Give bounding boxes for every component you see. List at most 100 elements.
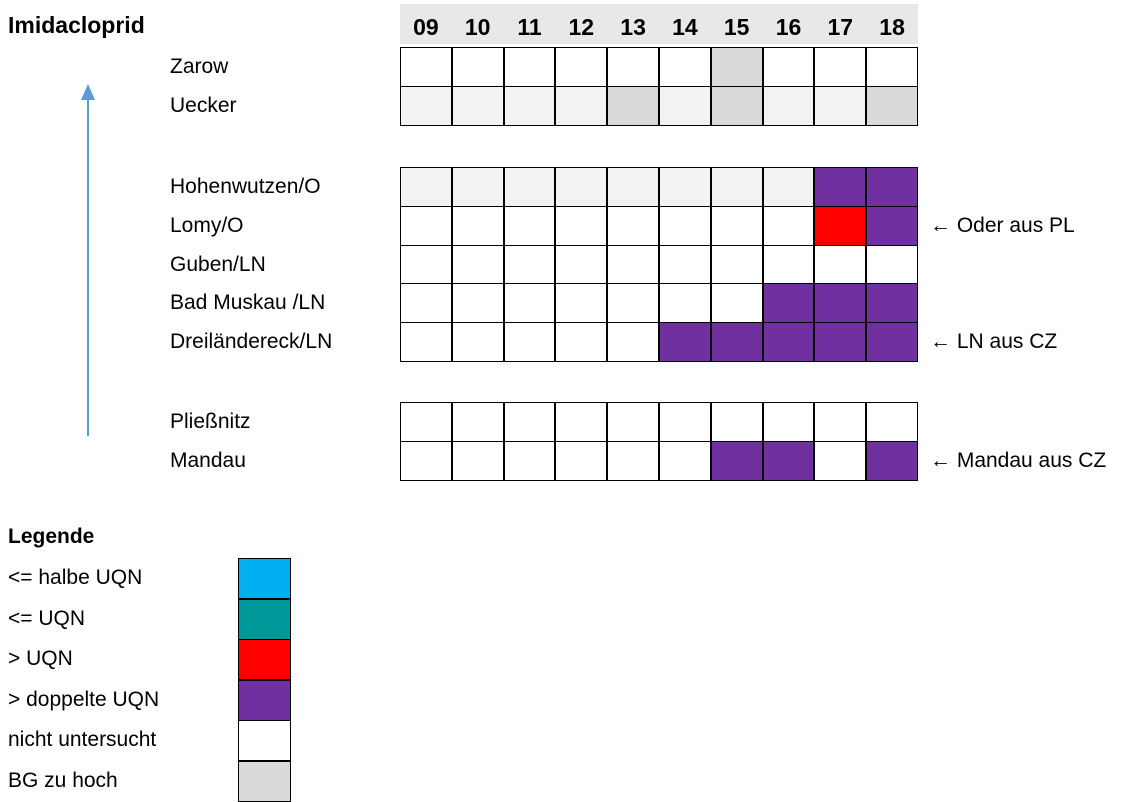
station-label: Hohenwutzen/O [170, 175, 321, 198]
data-cell-14 [659, 244, 711, 285]
station-label: Uecker [170, 93, 237, 117]
legend-label: > UQN [8, 647, 73, 670]
data-cell-16 [762, 402, 815, 442]
data-cell-17 [814, 283, 867, 324]
year-header: 09 10 11 12 13 14 15 16 17 18 [400, 4, 918, 44]
data-cell-14 [659, 205, 711, 246]
data-cell-11 [503, 440, 556, 481]
station-label: Mandau [170, 448, 246, 472]
data-cell-15 [710, 322, 763, 363]
data-cell-12 [555, 283, 608, 324]
data-cell-17 [814, 85, 867, 126]
data-cell-09 [400, 283, 452, 324]
data-cell-15 [710, 440, 763, 481]
data-cell-11 [503, 402, 556, 442]
data-cell-10 [451, 47, 504, 87]
data-cell-15 [710, 167, 763, 207]
data-cell-15 [710, 85, 763, 126]
data-cell-16 [762, 322, 815, 363]
row-annotation: ← Oder aus PL [930, 213, 1075, 237]
data-cell-09 [400, 322, 452, 363]
data-cell-17 [814, 47, 867, 87]
data-cell-12 [555, 402, 608, 442]
data-cell-17 [814, 322, 867, 363]
data-cell-15 [710, 283, 763, 324]
data-cell-14 [659, 440, 711, 481]
data-cell-16 [762, 167, 815, 207]
station-label: Pließnitz [170, 410, 251, 433]
data-cell-13 [607, 167, 659, 207]
data-cell-18 [866, 85, 918, 126]
data-cell-18 [866, 283, 918, 324]
data-cell-12 [555, 167, 608, 207]
legend-label: nicht untersucht [8, 728, 157, 751]
year-label-10: 10 [464, 14, 491, 40]
data-cell-11 [503, 322, 556, 363]
data-cell-10 [451, 440, 504, 481]
data-cell-13 [607, 47, 659, 87]
data-cell-15 [710, 402, 763, 442]
data-cell-17 [814, 167, 867, 207]
year-label-18: 18 [879, 14, 905, 40]
station-label: Bad Muskau /LN [170, 291, 326, 315]
year-label-15: 15 [723, 14, 750, 40]
data-cell-10 [451, 402, 504, 442]
station-label: Dreiländereck/LN [170, 330, 333, 354]
station-label: Lomy/O [170, 213, 244, 237]
data-cell-16 [762, 47, 815, 87]
legend-label: BG zu hoch [8, 768, 118, 792]
legend-swatch [238, 760, 291, 802]
data-cell-09 [400, 402, 452, 442]
data-cell-14 [659, 47, 711, 87]
data-cell-15 [710, 244, 763, 285]
data-cell-11 [503, 283, 556, 324]
legend-label: > doppelte UQN [8, 687, 160, 711]
year-label-11: 11 [517, 14, 542, 40]
row-annotation: ← LN aus CZ [930, 330, 1058, 354]
data-cell-11 [503, 85, 556, 126]
data-cell-16 [762, 283, 815, 324]
data-cell-12 [555, 244, 608, 285]
data-cell-10 [451, 205, 504, 246]
legend-label: <= UQN [8, 606, 86, 630]
data-cell-12 [555, 85, 608, 126]
data-cell-16 [762, 85, 815, 126]
year-label-09: 09 [413, 14, 439, 40]
data-cell-12 [555, 322, 608, 363]
legend-swatch [238, 558, 291, 599]
data-cell-17 [814, 440, 867, 481]
data-cell-17 [814, 205, 867, 246]
year-label-16: 16 [775, 14, 802, 40]
data-cell-18 [866, 440, 918, 481]
data-cell-09 [400, 244, 452, 285]
data-cell-14 [659, 167, 711, 207]
data-cell-14 [659, 283, 711, 324]
year-label-12: 12 [568, 14, 595, 40]
data-cell-18 [866, 47, 918, 87]
upstream-arrow-icon [81, 84, 95, 436]
data-cell-13 [607, 283, 659, 324]
data-cell-16 [762, 440, 815, 481]
data-cell-13 [607, 322, 659, 363]
year-label-13: 13 [620, 14, 646, 40]
data-cell-13 [607, 402, 659, 442]
chart-title: Imidacloprid [8, 12, 145, 38]
data-cell-15 [710, 47, 763, 87]
data-cell-11 [503, 47, 556, 87]
data-cell-09 [400, 440, 452, 481]
legend-swatch [238, 720, 291, 761]
legend-title: Legende [8, 525, 95, 548]
row-annotation: ← Mandau aus CZ [930, 448, 1107, 472]
data-cell-09 [400, 205, 452, 246]
legend-swatch [238, 679, 291, 721]
year-label-17: 17 [827, 14, 854, 40]
data-cell-12 [555, 205, 608, 246]
data-cell-11 [503, 244, 556, 285]
data-cell-10 [451, 322, 504, 363]
data-cell-13 [607, 244, 659, 285]
data-cell-15 [710, 205, 763, 246]
data-cell-10 [451, 167, 504, 207]
data-cell-10 [451, 85, 504, 126]
station-label: Zarow [170, 55, 229, 78]
legend-label: <= halbe UQN [8, 566, 143, 589]
